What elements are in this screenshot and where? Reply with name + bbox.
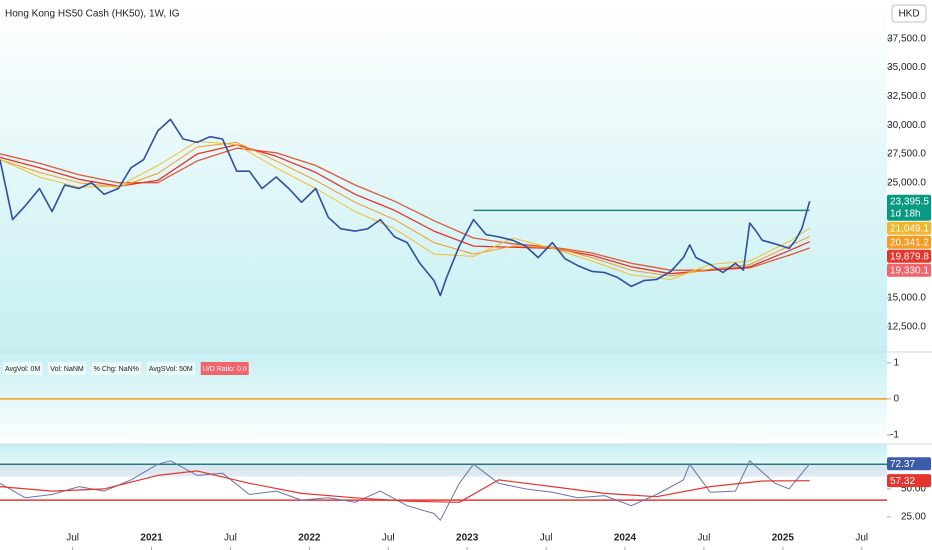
series-line xyxy=(0,141,810,277)
chart-title: Hong Kong HS50 Cash (HK50), 1W, IG xyxy=(5,9,180,20)
legend-text: Vol: NaNM xyxy=(50,366,84,373)
price-label-bg xyxy=(887,249,931,263)
price-label-bg xyxy=(887,457,931,471)
price-label: 57.32 xyxy=(890,476,915,487)
legend-bg xyxy=(146,362,195,375)
legend-text: % Chg: NaN% xyxy=(94,366,139,373)
legend-text: U/D Ratio: 0.0 xyxy=(203,366,247,373)
y-tick-label: 32,500.0 xyxy=(887,91,926,102)
legend-text: AvgVol: 0M xyxy=(5,366,40,373)
y-tick-label: 1 xyxy=(893,357,899,368)
y-tick-label: 50.00 xyxy=(901,484,926,495)
price-label-bg xyxy=(887,221,931,235)
y-tick-label: 35,000.0 xyxy=(887,62,926,73)
y-tick-label: 25,000.0 xyxy=(887,177,926,188)
rsi-pane xyxy=(0,444,887,550)
currency-button[interactable] xyxy=(891,4,927,23)
series-line xyxy=(0,118,811,297)
price-label-bg xyxy=(887,263,931,277)
y-tick-label: 30,000.0 xyxy=(887,120,926,131)
y-tick-label: -1 xyxy=(890,430,899,441)
y-tick-label: 15,000.0 xyxy=(887,293,926,304)
price-label-bg xyxy=(887,235,931,249)
x-tick-label: Jul xyxy=(698,533,711,544)
y-tick-label: 37,500.0 xyxy=(887,33,926,44)
price-label-bg xyxy=(887,474,931,488)
price-label: 72.37 xyxy=(890,459,915,470)
series-line xyxy=(0,460,811,521)
legend-bg xyxy=(91,362,141,375)
rsi-band xyxy=(0,464,887,477)
x-tick-label: 2023 xyxy=(456,533,479,544)
x-tick-label: Jul xyxy=(540,533,553,544)
x-tick-label: Jul xyxy=(382,533,395,544)
y-tick-label: 0 xyxy=(893,394,899,405)
x-tick-label: 2024 xyxy=(614,533,637,544)
legend-bg xyxy=(48,362,86,375)
x-tick-label: 2021 xyxy=(140,533,163,544)
x-tick-label: Jul xyxy=(66,533,79,544)
price-pane xyxy=(0,0,887,352)
series-line xyxy=(0,470,810,503)
y-tick-label: 25.00 xyxy=(901,512,926,523)
y-tick-label: 12,500.0 xyxy=(887,321,926,332)
price-label: 19,879.8 xyxy=(890,251,929,262)
price-label: 20,341.2 xyxy=(890,237,929,248)
countdown: 1d 18h xyxy=(890,208,921,219)
series-line xyxy=(0,140,810,280)
price-label: 21,049.1 xyxy=(890,223,929,234)
x-tick-label: Jul xyxy=(224,533,237,544)
x-tick-label: Jul xyxy=(855,533,868,544)
price-label: 19,330.1 xyxy=(890,265,929,276)
y-tick-label: 27,500.0 xyxy=(887,149,926,160)
price-label: 23,395.5 xyxy=(890,196,929,207)
currency-label[interactable]: HKD xyxy=(898,9,919,20)
legend-bg xyxy=(3,362,43,375)
x-tick-label: 2022 xyxy=(298,533,321,544)
legend-text: AvgSVol: 50M xyxy=(149,366,193,373)
legend-bg xyxy=(200,362,249,375)
price-label-bg xyxy=(887,194,931,221)
x-tick-label: 2025 xyxy=(772,533,795,544)
